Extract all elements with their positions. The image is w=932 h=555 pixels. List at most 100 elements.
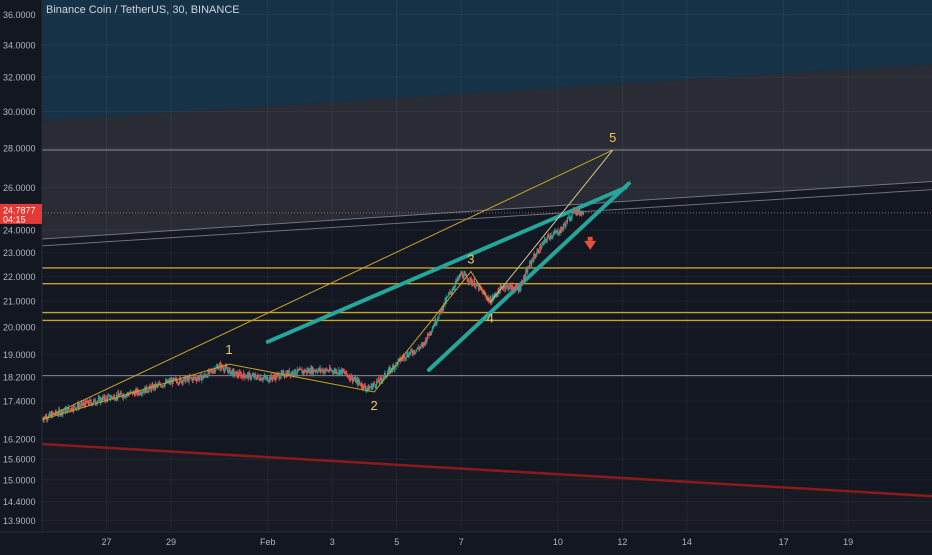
candle-body — [107, 395, 110, 397]
price-axis-panel[interactable] — [0, 0, 42, 550]
candle-body — [204, 374, 206, 377]
time-axis[interactable]: 27 29 Feb 3 5 7 10 12 14 17 19 — [0, 531, 932, 550]
candle-body — [259, 379, 261, 381]
price-tick-label: 16.2000 — [3, 435, 36, 445]
wedge-trend-line[interactable] — [265, 185, 628, 344]
candle-body — [562, 228, 564, 230]
price-tick-label: 14.4000 — [3, 497, 36, 507]
candle-body — [112, 396, 114, 399]
candle-body — [361, 383, 363, 387]
candle-body — [117, 392, 119, 399]
candle-body — [260, 377, 262, 381]
wedge-trend-line[interactable] — [426, 181, 631, 372]
candle-body — [190, 377, 192, 379]
candle-body — [440, 310, 442, 313]
wave-4-5-line[interactable] — [489, 149, 614, 303]
red-support-line[interactable] — [41, 442, 932, 498]
candle-body — [315, 370, 317, 372]
candle-body — [98, 397, 100, 399]
candle-body — [441, 307, 443, 311]
candle-body — [347, 374, 349, 377]
candle-body — [544, 239, 546, 240]
candle-body — [574, 212, 576, 214]
candle-body — [552, 233, 554, 237]
candle-body — [291, 372, 293, 375]
candle-body — [271, 377, 273, 380]
grey-channel-line[interactable] — [41, 189, 932, 247]
candle-body — [392, 365, 394, 367]
candle-body — [415, 349, 417, 353]
candle-body — [103, 395, 106, 400]
candle-body — [216, 366, 218, 368]
candle-body — [290, 372, 292, 376]
candle-body — [231, 370, 233, 376]
candle-body — [346, 374, 348, 375]
candle-body — [224, 366, 226, 369]
candle-body — [62, 411, 65, 412]
trend-lines[interactable] — [41, 180, 932, 498]
candle-body — [468, 282, 470, 283]
candle-body — [543, 241, 545, 244]
candle-body — [84, 404, 86, 407]
candle-body — [181, 380, 183, 383]
price-tick-label: 15.6000 — [3, 455, 36, 465]
candle-body — [550, 235, 552, 239]
candle-body — [352, 378, 354, 382]
candle-body — [144, 387, 146, 393]
candle-body — [173, 378, 175, 380]
candle-body — [200, 374, 202, 381]
candle-body — [294, 369, 296, 375]
candle-body — [462, 277, 464, 279]
candle-body — [58, 409, 61, 411]
candle-body — [255, 377, 257, 380]
candle-body — [520, 284, 522, 289]
candle-body — [140, 393, 142, 395]
candle-body — [449, 291, 451, 294]
grey-channel-line[interactable] — [41, 180, 932, 240]
candle-body — [433, 325, 435, 327]
candle-body — [142, 391, 144, 393]
candle-body — [89, 400, 91, 401]
candle-body — [578, 208, 580, 214]
wave-envelope-line[interactable] — [41, 149, 613, 421]
candle-body — [234, 374, 236, 376]
candles — [41, 205, 585, 423]
candle-body — [354, 377, 356, 380]
candle-body — [500, 286, 502, 288]
elliott-wave[interactable]: 1 2 3 4 5 — [41, 130, 616, 421]
candle-body — [329, 367, 331, 371]
time-axis-panel[interactable] — [0, 532, 932, 550]
candle-body — [478, 284, 480, 290]
candle-body — [82, 404, 84, 406]
candle-body — [342, 368, 344, 372]
candle-body — [230, 370, 232, 372]
candle-body — [199, 374, 201, 378]
candle-body — [322, 370, 325, 373]
candle-body — [512, 287, 514, 289]
candle-body — [73, 405, 75, 411]
candle-body — [541, 243, 544, 245]
candle-body — [414, 352, 417, 353]
candle-body — [426, 338, 428, 342]
price-tick-label: 32.0000 — [3, 73, 36, 83]
candle-body — [402, 358, 404, 359]
candle-body — [347, 376, 349, 378]
candle-body — [299, 368, 301, 371]
candle-body — [450, 292, 452, 294]
candle-body — [275, 374, 278, 378]
candle-body — [121, 394, 123, 397]
candle-body — [363, 384, 365, 389]
candle-body — [286, 371, 288, 377]
candle-body — [449, 291, 452, 293]
candle-body — [533, 254, 535, 262]
candle-body — [322, 369, 324, 373]
candle-body — [355, 379, 357, 383]
candle-body — [441, 307, 443, 313]
candle-body — [111, 396, 113, 398]
price-axis[interactable]: 36.0000 34.0000 32.0000 30.0000 28.0000 26.00… — [0, 0, 43, 550]
candle-body — [580, 211, 583, 215]
candle-body — [502, 287, 504, 289]
candle-body — [99, 398, 101, 403]
